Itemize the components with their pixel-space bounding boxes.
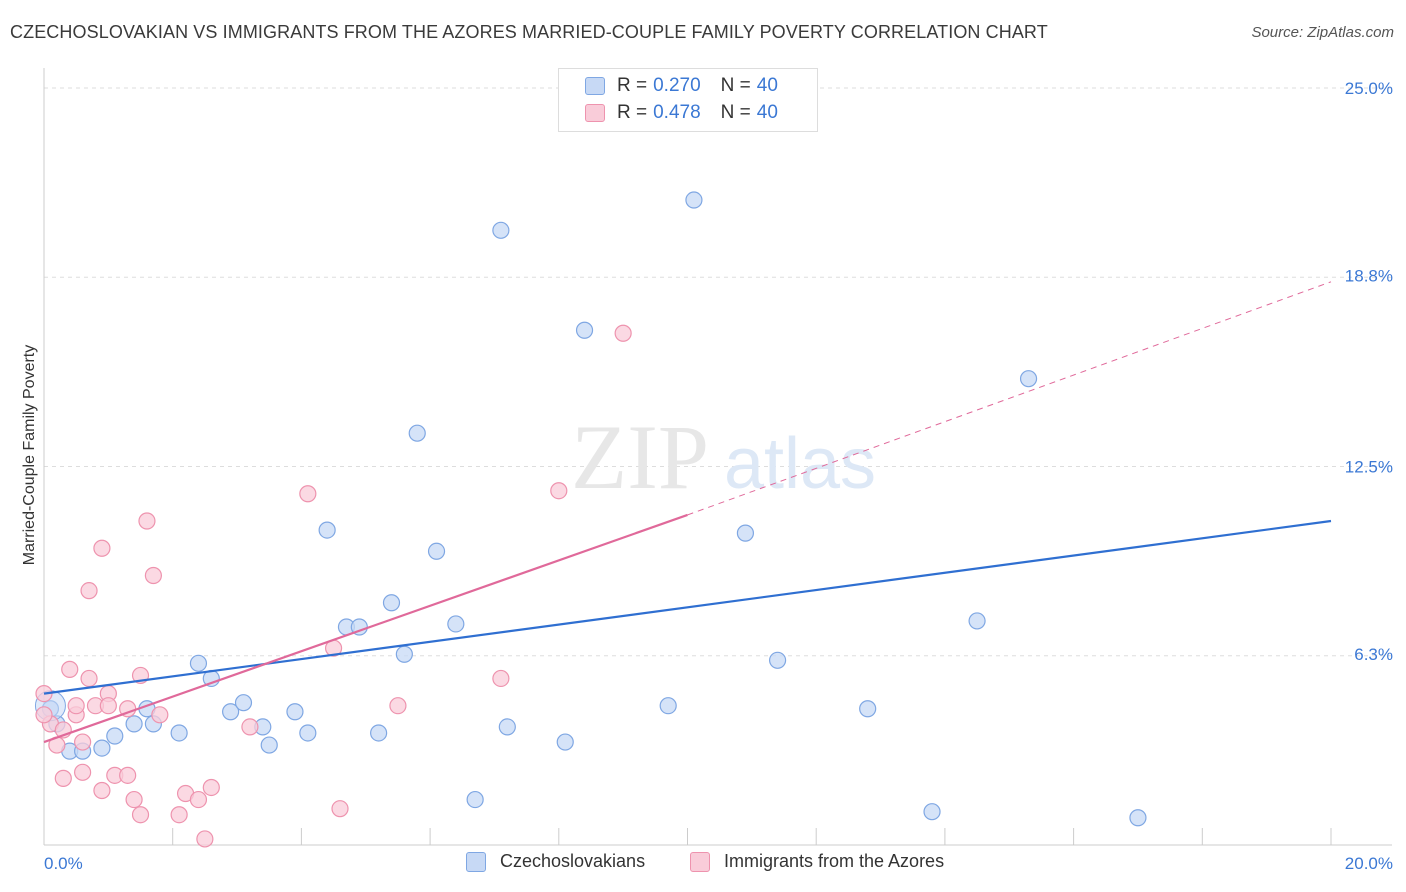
data-point	[370, 724, 388, 742]
data-point	[447, 615, 465, 633]
data-point	[331, 800, 349, 818]
data-point	[492, 221, 510, 239]
gridlines	[44, 87, 1392, 657]
data-point	[299, 485, 317, 503]
tick-labels: 6.3% 12.5% 18.8% 25.0% 0.0% 20.0%	[44, 79, 1393, 873]
data-point	[556, 733, 574, 751]
n-value: 40	[756, 75, 778, 96]
x-tick-label: 0.0%	[44, 854, 83, 873]
series-azores	[35, 324, 632, 848]
watermark-atlas: atlas	[724, 424, 876, 504]
data-point	[395, 645, 413, 663]
stats-legend-row-czechoslovakians: R = 0.270 N = 40	[585, 75, 778, 97]
data-point	[74, 733, 92, 751]
data-point	[35, 706, 53, 724]
data-point	[170, 806, 188, 824]
data-point	[106, 727, 124, 745]
data-point	[151, 706, 169, 724]
stats-legend: R = 0.270 N = 40 R = 0.478 N = 40	[558, 68, 818, 132]
n-value: 40	[756, 102, 778, 123]
data-point	[196, 830, 214, 848]
y-tick-label: 6.3%	[1354, 645, 1393, 664]
data-point	[93, 539, 111, 557]
data-point	[382, 594, 401, 612]
data-point	[768, 651, 787, 669]
data-point	[614, 324, 632, 342]
data-point	[685, 191, 703, 209]
data-point	[131, 806, 150, 824]
data-point	[170, 724, 188, 742]
data-point	[67, 697, 85, 715]
legend-item-azores: Immigrants from the Azores	[690, 851, 944, 872]
data-point	[736, 524, 755, 542]
data-point	[54, 769, 72, 787]
chart-title: CZECHOSLOVAKIAN VS IMMIGRANTS FROM THE A…	[10, 22, 1048, 42]
trend-line-azores-extrapolated	[687, 281, 1332, 516]
trend-line-czechoslovakians	[43, 519, 1332, 695]
legend-swatch-blue	[585, 77, 605, 95]
series-czechoslovakians	[34, 191, 1147, 827]
data-point	[119, 766, 137, 784]
data-point	[550, 482, 568, 500]
data-point	[318, 521, 336, 539]
r-label: R =	[617, 75, 648, 96]
r-value: 0.478	[653, 102, 701, 123]
x-tick-label: 20.0%	[1345, 854, 1393, 873]
legend-swatch-pink	[585, 104, 605, 122]
data-point	[99, 697, 117, 715]
y-tick-label: 25.0%	[1345, 79, 1393, 98]
data-point	[61, 660, 79, 678]
data-point	[408, 424, 426, 442]
data-point	[74, 763, 92, 781]
data-point	[125, 715, 143, 733]
data-point	[968, 612, 986, 630]
y-tick-label: 18.8%	[1345, 267, 1393, 286]
watermark-zip: ZIP	[571, 406, 709, 508]
data-point	[80, 582, 98, 600]
data-point	[234, 694, 253, 712]
y-tick-label: 12.5%	[1345, 458, 1393, 477]
n-label: N =	[720, 102, 751, 123]
data-point	[222, 703, 240, 721]
data-point	[389, 697, 407, 715]
data-point	[189, 790, 208, 809]
data-point	[1129, 809, 1147, 827]
data-point	[498, 718, 516, 736]
r-label: R =	[617, 102, 648, 123]
trend-line-azores	[43, 513, 688, 744]
data-point	[93, 739, 111, 757]
legend-label: Czechoslovakians	[500, 851, 646, 871]
data-point	[125, 790, 143, 809]
watermark: ZIP atlas	[571, 406, 876, 508]
data-point	[923, 803, 941, 821]
legend-label: Immigrants from the Azores	[724, 851, 945, 871]
data-point	[189, 654, 208, 672]
n-label: N =	[720, 75, 751, 96]
data-point	[659, 697, 677, 715]
trend-lines	[43, 281, 1332, 744]
data-point	[241, 718, 259, 736]
legend-swatch-pink	[690, 851, 710, 872]
data-point	[93, 781, 111, 800]
data-point	[859, 700, 877, 718]
legend-swatch-blue	[466, 851, 486, 872]
stats-legend-row-azores: R = 0.478 N = 40	[585, 102, 778, 124]
data-point	[575, 321, 594, 339]
data-point	[1019, 370, 1038, 388]
data-point	[492, 669, 510, 688]
data-point	[80, 669, 98, 688]
data-point	[144, 566, 162, 585]
data-point	[286, 703, 304, 721]
r-value: 0.270	[653, 75, 701, 96]
data-point	[202, 778, 220, 797]
series-legend: Czechoslovakians Immigrants from the Azo…	[0, 851, 1406, 877]
legend-item-czechoslovakians: Czechoslovakians	[466, 851, 645, 872]
data-point	[466, 790, 484, 809]
data-point	[138, 512, 156, 530]
data-point	[427, 542, 446, 560]
data-point	[260, 736, 278, 754]
data-point	[299, 724, 317, 742]
source-label: Source: ZipAtlas.com	[1251, 24, 1394, 41]
